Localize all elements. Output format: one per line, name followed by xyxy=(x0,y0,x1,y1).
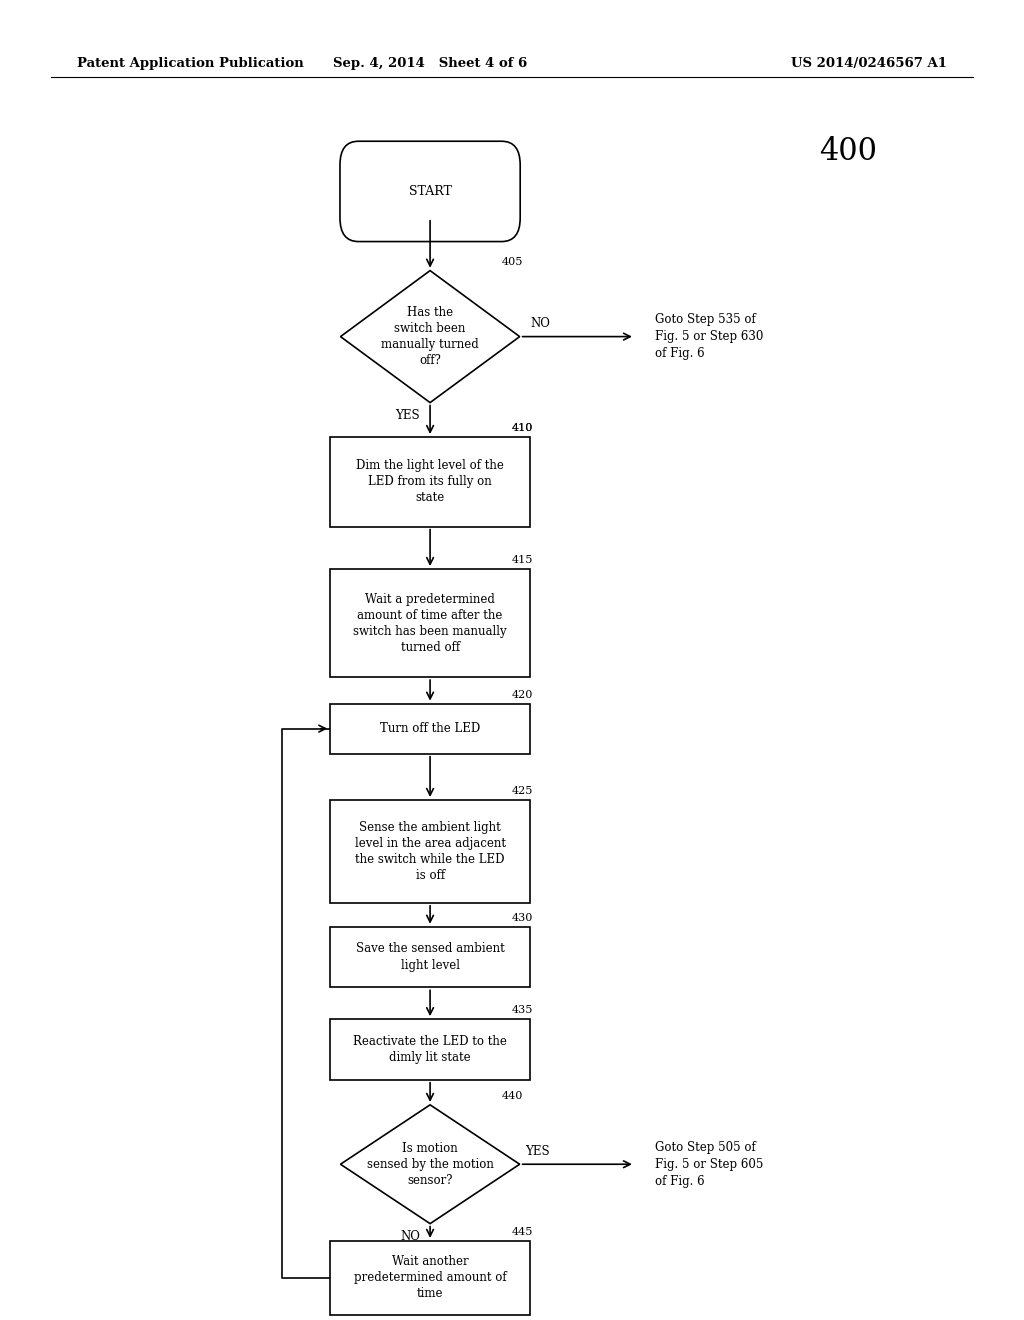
Text: 400: 400 xyxy=(819,136,878,168)
Text: 435: 435 xyxy=(512,1005,532,1015)
Text: FIG. 4: FIG. 4 xyxy=(358,1292,420,1311)
Text: 430: 430 xyxy=(512,912,532,923)
Polygon shape xyxy=(340,1105,519,1224)
Text: 405: 405 xyxy=(502,256,522,267)
Bar xyxy=(330,437,530,527)
Text: START: START xyxy=(409,185,452,198)
Text: 445: 445 xyxy=(512,1226,532,1237)
Bar xyxy=(330,569,530,677)
Text: 410: 410 xyxy=(512,422,532,433)
Text: US 2014/0246567 A1: US 2014/0246567 A1 xyxy=(792,57,947,70)
Text: Patent Application Publication: Patent Application Publication xyxy=(77,57,303,70)
Text: Dim the light level of the
LED from its fully on
state: Dim the light level of the LED from its … xyxy=(356,459,504,504)
Text: YES: YES xyxy=(524,1144,550,1158)
Text: YES: YES xyxy=(395,409,420,422)
Text: Is motion
sensed by the motion
sensor?: Is motion sensed by the motion sensor? xyxy=(367,1142,494,1187)
Text: Goto Step 535 of
Fig. 5 or Step 630
of Fig. 6: Goto Step 535 of Fig. 5 or Step 630 of F… xyxy=(655,313,764,360)
Bar xyxy=(330,927,530,987)
Text: Sense the ambient light
level in the area adjacent
the switch while the LED
is o: Sense the ambient light level in the are… xyxy=(354,821,506,882)
Bar xyxy=(330,1241,530,1315)
Text: Turn off the LED: Turn off the LED xyxy=(380,722,480,735)
Text: Wait a predetermined
amount of time after the
switch has been manually
turned of: Wait a predetermined amount of time afte… xyxy=(353,593,507,653)
Polygon shape xyxy=(340,271,519,403)
Bar xyxy=(330,800,530,903)
Text: 415: 415 xyxy=(512,554,532,565)
Text: 440: 440 xyxy=(502,1090,522,1101)
Text: Goto Step 505 of
Fig. 5 or Step 605
of Fig. 6: Goto Step 505 of Fig. 5 or Step 605 of F… xyxy=(655,1140,764,1188)
Text: Wait another
predetermined amount of
time: Wait another predetermined amount of tim… xyxy=(353,1255,507,1300)
Text: NO: NO xyxy=(400,1230,420,1243)
Bar xyxy=(330,1019,530,1080)
Text: 410: 410 xyxy=(512,422,532,433)
Text: Save the sensed ambient
light level: Save the sensed ambient light level xyxy=(355,942,505,972)
Text: Has the
switch been
manually turned
off?: Has the switch been manually turned off? xyxy=(381,306,479,367)
Bar xyxy=(330,704,530,754)
Text: 420: 420 xyxy=(512,689,532,700)
FancyBboxPatch shape xyxy=(340,141,520,242)
Text: NO: NO xyxy=(530,317,550,330)
Text: 425: 425 xyxy=(512,785,532,796)
Text: Sep. 4, 2014   Sheet 4 of 6: Sep. 4, 2014 Sheet 4 of 6 xyxy=(333,57,527,70)
Text: Reactivate the LED to the
dimly lit state: Reactivate the LED to the dimly lit stat… xyxy=(353,1035,507,1064)
